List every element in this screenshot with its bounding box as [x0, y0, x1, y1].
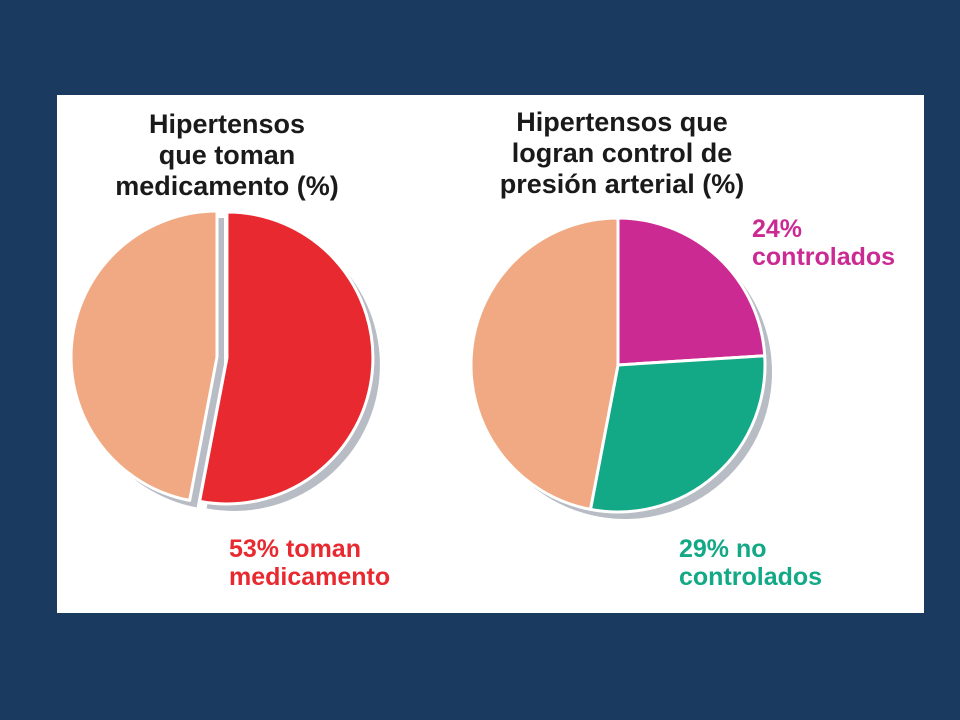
pie-slice-remainder [69, 209, 219, 502]
pie-slice-no-controlados [588, 354, 767, 514]
chart-title-line: que toman [158, 140, 296, 170]
chart-title-line: Hipertensos que [516, 107, 728, 137]
chart-title-control: Hipertensos que logran control de presió… [462, 107, 782, 200]
pie-slice-remainder [469, 216, 620, 511]
slice-label-no-controlados: 29% no controlados [679, 535, 822, 591]
slice-label-line: 24% [752, 215, 803, 243]
chart-title-medication: Hipertensos que toman medicamento (%) [87, 109, 367, 202]
pie-slice-controlados [616, 216, 767, 367]
slice-label-line: medicamento [229, 563, 391, 591]
chart-title-line: logran control de [511, 138, 733, 168]
pie-charts [69, 209, 773, 520]
chart-title-line: medicamento (%) [115, 171, 339, 201]
chart-title-line: presión arterial (%) [499, 169, 745, 199]
slice-label-line: controlados [752, 243, 896, 271]
slice-label-controlados: 24% controlados [752, 215, 895, 271]
slice-label-line: 29% no [679, 535, 767, 563]
chart-title-line: Hipertensos [148, 109, 306, 139]
slice-label-toman-medicamento: 53% toman medicamento [229, 535, 390, 591]
slice-label-line: controlados [679, 563, 823, 591]
pie-slice-toman-medicamento [198, 210, 375, 506]
slice-label-line: 53% toman [229, 535, 361, 563]
chart-panel: Hipertensos que toman medicamento (%) Hi… [57, 95, 924, 613]
